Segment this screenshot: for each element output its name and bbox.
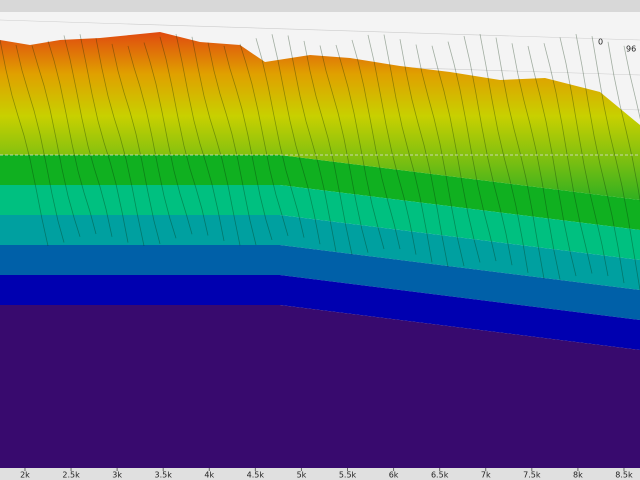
slice-line bbox=[63, 35, 113, 237]
slice-line bbox=[111, 43, 161, 245]
x-tick-label: 6.5k bbox=[431, 471, 449, 480]
slice-line bbox=[191, 36, 241, 246]
slice-line bbox=[463, 35, 513, 266]
x-tick-label: 6k bbox=[389, 471, 399, 480]
slice-line bbox=[495, 37, 545, 279]
surface bbox=[0, 19, 640, 468]
slice-line bbox=[47, 40, 97, 235]
surface-band bbox=[0, 275, 640, 350]
x-tick-label: 7.5k bbox=[523, 471, 541, 480]
slice-line bbox=[31, 45, 81, 237]
surface-band bbox=[0, 155, 640, 230]
x-tick-label: 8.5k bbox=[615, 471, 633, 480]
slice-line bbox=[0, 39, 49, 247]
x-tick-label: 7k bbox=[481, 471, 491, 480]
x-tick-label: 4.5k bbox=[247, 471, 265, 480]
surface-band bbox=[0, 245, 640, 320]
slice-line bbox=[543, 43, 593, 274]
slice-line bbox=[143, 42, 193, 235]
slice-line bbox=[479, 33, 529, 273]
slice-line bbox=[351, 39, 401, 250]
box-grid bbox=[0, 19, 640, 41]
x-tick-label: 3.5k bbox=[155, 471, 173, 480]
slice-line bbox=[399, 39, 449, 268]
slice-line bbox=[159, 36, 209, 236]
slice-line bbox=[415, 44, 465, 267]
slice-line bbox=[607, 41, 640, 203]
x-tick-label: 8k bbox=[573, 471, 583, 480]
slice-line bbox=[79, 34, 129, 243]
slice-line bbox=[95, 38, 145, 247]
top-bar bbox=[0, 0, 640, 12]
slice-line bbox=[511, 43, 561, 280]
slice-line bbox=[287, 35, 337, 252]
x-tick-label: 5.5k bbox=[339, 471, 357, 480]
slice-line bbox=[175, 33, 225, 241]
surface-band bbox=[0, 305, 640, 468]
slice-line bbox=[207, 42, 257, 246]
slice-line bbox=[591, 36, 640, 291]
slice-line bbox=[303, 40, 353, 255]
slice-line bbox=[15, 44, 65, 243]
x-tick-label: 2.5k bbox=[62, 471, 80, 480]
slice-line bbox=[239, 43, 289, 237]
slice-line bbox=[127, 45, 177, 239]
z-tick-label: 96 bbox=[626, 45, 636, 54]
slice-line bbox=[335, 44, 385, 250]
z-tick-label: 0 bbox=[598, 38, 603, 47]
surface-crest bbox=[0, 32, 640, 200]
slice-line bbox=[575, 33, 625, 284]
slice-line bbox=[383, 34, 433, 263]
slice-line bbox=[319, 45, 369, 253]
slice-line bbox=[623, 45, 640, 120]
surface-band bbox=[0, 215, 640, 290]
x-tick-label: 3k bbox=[112, 471, 122, 480]
slice-line bbox=[527, 45, 577, 277]
slice-line bbox=[255, 38, 305, 238]
slice-line bbox=[271, 34, 321, 245]
slice-line bbox=[223, 45, 273, 241]
x-tick-label: 5k bbox=[297, 471, 307, 480]
x-tick-label: 4k bbox=[204, 471, 214, 480]
surface-band bbox=[0, 185, 640, 260]
x-tick-label: 2k bbox=[20, 471, 30, 480]
x-axis-bar bbox=[0, 468, 640, 480]
slice-line bbox=[559, 37, 609, 277]
slice-line bbox=[431, 45, 481, 263]
slice-line bbox=[367, 34, 417, 255]
